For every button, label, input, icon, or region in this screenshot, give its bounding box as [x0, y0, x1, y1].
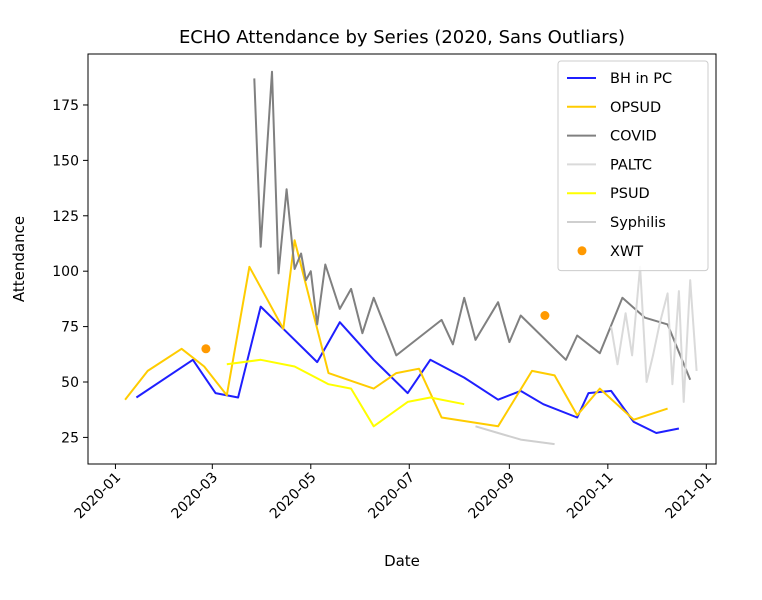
- x-tick-label: 2020-01: [72, 470, 125, 523]
- legend: BH in PC OPSUD COVID PALTC PSUD Syphilis XWT: [557, 60, 709, 272]
- x-tick-label: 2020-07: [365, 470, 418, 523]
- x-tick-label: 2020-11: [564, 470, 617, 523]
- y-tick-label: 150: [52, 153, 79, 169]
- legend-label-paltc: PALTC: [610, 157, 652, 173]
- series-line-psud: [226, 358, 465, 428]
- legend-swatch-xwt: [577, 246, 587, 256]
- legend-label-xwt: XWT: [610, 244, 643, 260]
- x-axis: 2020-01 2020-03 2020-05 2020-07 2020-09 2020-…: [72, 464, 715, 523]
- series-line-opsud: [124, 239, 668, 428]
- y-axis: 25 50 75 100 125 150 175: [52, 98, 88, 446]
- x-tick-label: 2020-09: [466, 470, 519, 523]
- series-line-covid: [253, 70, 692, 381]
- y-tick-label: 50: [61, 375, 79, 391]
- legend-label-bh-in-pc: BH in PC: [610, 71, 672, 87]
- y-tick-label: 175: [52, 98, 79, 114]
- y-tick-label: 75: [61, 320, 79, 336]
- plot-frame: [87, 53, 717, 465]
- legend-label-syphilis: Syphilis: [610, 215, 666, 231]
- series-line-syphilis: [475, 425, 555, 446]
- series-point-xwt-0: [201, 344, 211, 354]
- series-line-bh-in-pc: [135, 305, 680, 434]
- y-axis-title: Attendance: [10, 216, 28, 302]
- x-axis-title: Date: [384, 552, 420, 570]
- series-point-xwt-1: [540, 311, 550, 320]
- y-tick-label: 125: [52, 209, 79, 225]
- legend-label-opsud: OPSUD: [610, 100, 661, 116]
- chart-title: ECHO Attendance by Series (2020, Sans Ou…: [179, 27, 625, 48]
- legend-box: [557, 60, 709, 272]
- x-tick-label: 2020-03: [168, 470, 221, 523]
- x-tick-label: 2020-05: [267, 470, 320, 523]
- y-tick-label: 100: [52, 264, 79, 280]
- legend-label-psud: PSUD: [610, 186, 650, 202]
- series-line-paltc: [610, 265, 698, 403]
- x-tick-label: 2021-01: [662, 470, 715, 523]
- y-tick-label: 25: [61, 430, 79, 446]
- legend-label-covid: COVID: [610, 129, 657, 145]
